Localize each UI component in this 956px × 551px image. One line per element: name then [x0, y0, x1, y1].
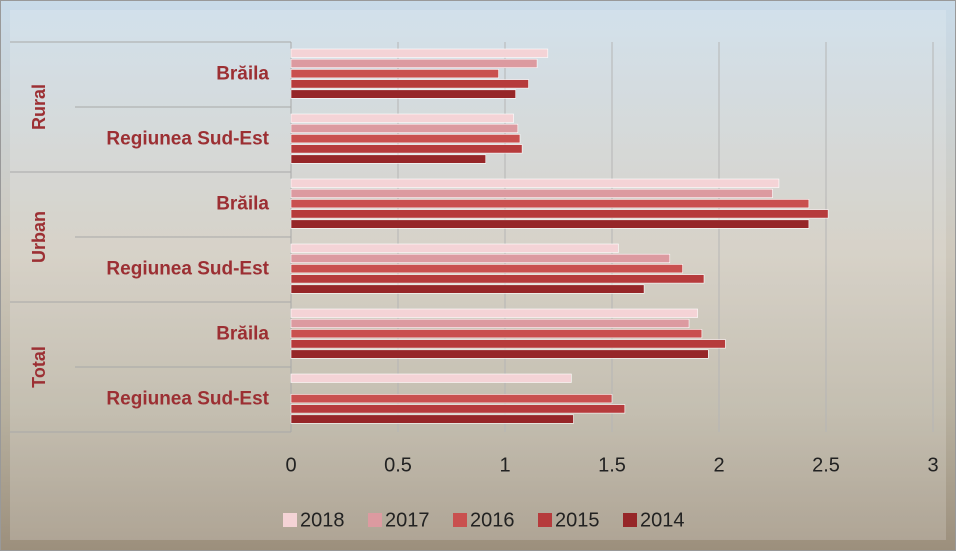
bar [290, 154, 487, 164]
legend-swatch [368, 513, 382, 527]
x-tick-label: 2.5 [812, 454, 840, 476]
bar [290, 134, 521, 144]
legend-label: 2018 [300, 509, 345, 531]
bar [290, 58, 538, 69]
x-tick-label: 2 [713, 454, 724, 476]
legend-swatch [538, 513, 552, 527]
bar [290, 199, 810, 209]
bar [290, 318, 690, 329]
bar [290, 414, 574, 424]
bar [290, 329, 703, 339]
bar [290, 274, 705, 284]
bar [290, 373, 572, 383]
bar [290, 339, 726, 349]
bar [290, 188, 773, 198]
x-tick-label: 1.5 [598, 454, 626, 476]
bar [290, 79, 529, 89]
legend-label: 2017 [385, 509, 430, 531]
bar [290, 144, 523, 154]
group-label: Total [29, 346, 49, 388]
category-label: Brăila [216, 64, 269, 85]
bar [290, 48, 549, 58]
bar [290, 394, 613, 404]
category-label: Regiunea Sud-Est [106, 259, 269, 280]
bar [290, 308, 698, 318]
bar [290, 209, 829, 219]
bar [290, 123, 519, 133]
legend-swatch [283, 513, 297, 527]
category-label: Regiunea Sud-Est [106, 389, 269, 410]
group-label: Urban [29, 211, 49, 263]
category-label: Regiunea Sud-Est [106, 129, 269, 150]
bar [290, 89, 516, 99]
bar [290, 253, 671, 263]
bar [290, 69, 499, 79]
group-label: Rural [29, 84, 49, 130]
category-label: Brăila [216, 194, 269, 215]
x-tick-label: 0.5 [384, 454, 412, 476]
bar [290, 349, 709, 359]
x-tick-label: 1 [499, 454, 510, 476]
legend-swatch [623, 513, 637, 527]
x-tick-label: 0 [285, 454, 296, 476]
legend-label: 2014 [640, 509, 685, 531]
legend-label: 2015 [555, 509, 600, 531]
bar [290, 113, 514, 123]
bar [290, 243, 619, 253]
x-tick-label: 3 [927, 454, 938, 476]
legend-swatch [453, 513, 467, 527]
bar [290, 264, 683, 274]
category-label: Brăila [216, 324, 269, 345]
legend-label: 2016 [470, 509, 515, 531]
bar [290, 178, 780, 188]
bar [290, 284, 645, 294]
bar [290, 404, 626, 414]
bar [290, 219, 810, 229]
